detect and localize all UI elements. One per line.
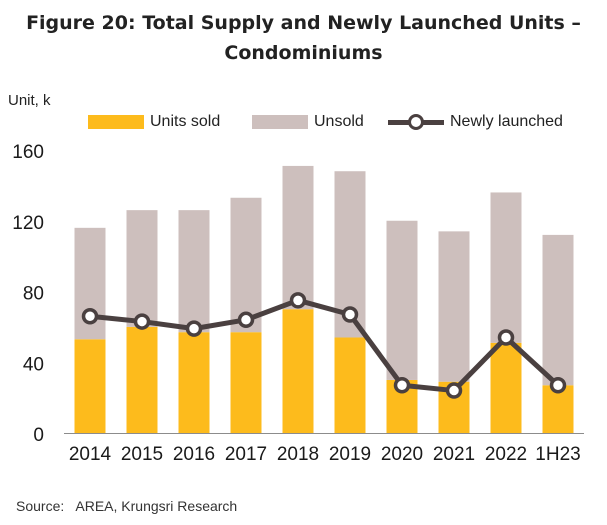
point-newly-launched	[393, 376, 411, 394]
legend-label-units-sold: Units sold	[150, 113, 221, 130]
x-tick-label: 2015	[121, 444, 163, 465]
bar-units-sold	[334, 337, 366, 433]
chart-title-line-2: Condominiums	[224, 42, 383, 64]
bar-unsold	[542, 234, 574, 386]
x-tick-label: 2016	[173, 444, 215, 465]
legend-swatch-unsold	[252, 115, 308, 129]
bar-unsold	[230, 197, 262, 333]
bar-unsold	[490, 192, 522, 343]
x-tick-label: 2018	[277, 444, 319, 465]
source-note: Source: AREA, Krungsri Research	[16, 498, 237, 514]
bar-units-sold	[74, 339, 106, 433]
chart-legend: Units sold Unsold Newly launched	[0, 111, 607, 133]
point-newly-launched	[81, 308, 99, 325]
y-tick-label: 0	[33, 425, 44, 446]
y-tick-label: 120	[12, 213, 44, 234]
y-tick-label: 80	[23, 284, 44, 305]
point-newly-launched	[133, 313, 151, 330]
point-newly-launched	[289, 292, 307, 309]
legend-swatch-units-sold	[88, 115, 144, 129]
x-tick-label: 2014	[69, 444, 112, 465]
legend-label-newly-launched: Newly launched	[450, 113, 563, 130]
bar-unsold	[386, 220, 418, 380]
x-tick-label: 2019	[329, 444, 371, 465]
y-tick-label: 40	[23, 354, 44, 375]
bar-unsold	[178, 210, 210, 333]
bar-unsold	[438, 231, 470, 382]
legend-marker-newly-launched	[388, 111, 444, 133]
point-newly-launched	[237, 311, 255, 329]
point-newly-launched	[549, 376, 567, 394]
source-text: AREA, Krungsri Research	[75, 498, 238, 514]
x-tick-label: 2020	[381, 444, 423, 465]
x-tick-label: 2021	[433, 444, 475, 465]
line-newly-launched	[89, 297, 560, 394]
legend-item-units-sold: Units sold	[88, 111, 220, 133]
y-axis-unit-label: Unit, k	[8, 92, 51, 109]
x-tick-label: 2022	[485, 444, 527, 465]
source-label: Source:	[16, 498, 65, 514]
y-tick-label: 160	[12, 142, 44, 163]
bar-unsold	[282, 165, 314, 310]
chart-title: Figure 20: Total Supply and Newly Launch…	[0, 8, 607, 68]
chart-title-line-1: Figure 20: Total Supply and Newly Launch…	[26, 12, 581, 34]
point-newly-launched	[445, 382, 463, 399]
point-newly-launched	[497, 329, 515, 346]
point-newly-launched	[341, 306, 359, 323]
bar-units-sold	[178, 332, 210, 433]
legend-label-unsold: Unsold	[314, 113, 364, 130]
legend-item-newly-launched: Newly launched	[388, 111, 563, 133]
x-tick-label: 2017	[225, 444, 267, 465]
bar-units-sold	[126, 326, 158, 433]
bar-units-sold	[282, 309, 314, 433]
bar-unsold	[126, 210, 158, 327]
legend-item-unsold: Unsold	[252, 111, 364, 133]
bar-units-sold	[490, 342, 522, 433]
bar-units-sold	[230, 332, 262, 433]
point-newly-launched	[185, 320, 203, 337]
x-tick-label: 1H23	[535, 444, 580, 465]
